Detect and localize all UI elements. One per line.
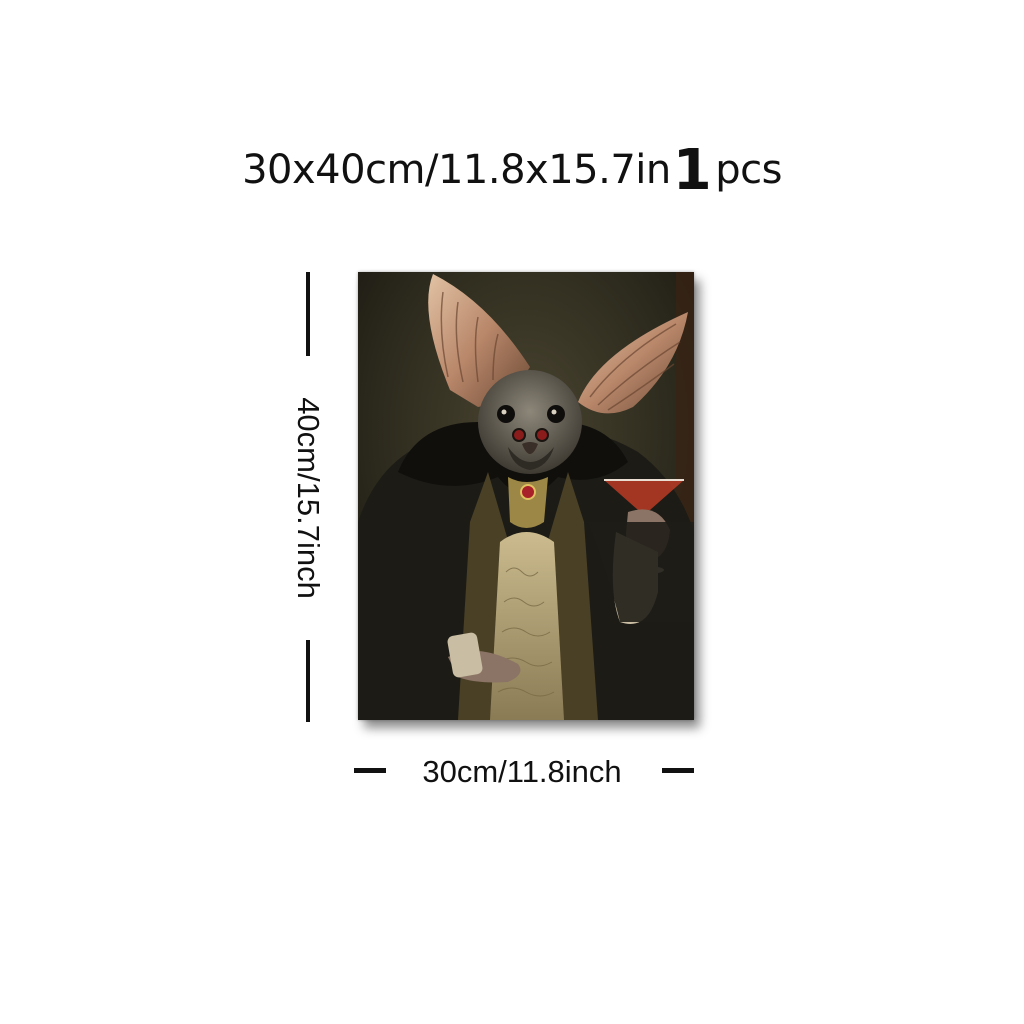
canvas-print-image bbox=[358, 272, 694, 720]
product-size-headline: 30x40cm/11.8x15.7in1 pcs bbox=[0, 138, 1024, 203]
brocade-vest bbox=[490, 532, 564, 720]
width-dimension-label: 30cm/11.8inch bbox=[422, 754, 622, 789]
height-dimension-label: 40cm/15.7inch bbox=[291, 397, 326, 599]
bat-head bbox=[478, 370, 582, 474]
height-dimension-line-bottom bbox=[306, 640, 310, 722]
ruby-brooch bbox=[520, 484, 536, 500]
martini-glass bbox=[604, 480, 684, 512]
bat-portrait-painting bbox=[358, 272, 694, 720]
height-dimension-line-top bbox=[306, 272, 310, 356]
quantity-unit: pcs bbox=[715, 147, 782, 193]
width-dimension-line-right bbox=[662, 768, 694, 773]
width-dimension-line-left bbox=[354, 768, 386, 773]
quantity-number: 1 bbox=[672, 138, 712, 203]
right-ear bbox=[578, 312, 688, 414]
left-ear bbox=[428, 274, 530, 407]
size-text: 30x40cm/11.8x15.7in bbox=[242, 147, 671, 193]
